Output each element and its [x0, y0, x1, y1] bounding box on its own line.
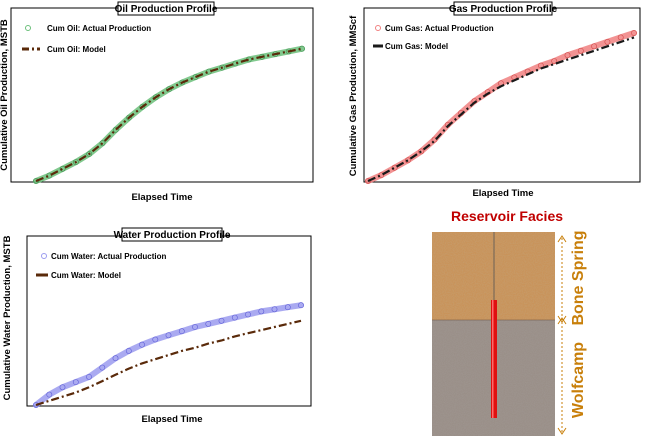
water-actual-point [178, 328, 185, 335]
gas-actual-point [418, 148, 425, 155]
water-actual-point [205, 320, 212, 327]
zone-bracket [557, 235, 567, 435]
water-actual-production-line [33, 302, 304, 408]
gas-model-line [367, 36, 635, 183]
oil-legend-label-actual: Cum Oil: Actual Production [47, 24, 151, 33]
gas-chart: Gas Production Profile Elapsed Time Cumu… [348, 1, 641, 199]
zone-bracket-arrow-mid-up [557, 317, 567, 325]
gas-legend-label-model: Cum Gas: Model [385, 42, 448, 51]
oil-chart-title: Oil Production Profile [115, 4, 218, 15]
zone-bracket-arrow-mid-down [557, 315, 567, 323]
oil-actual-point [139, 103, 146, 110]
water-actual-point [298, 302, 304, 309]
oil-legend: Cum Oil: Actual Production Cum Oil: Mode… [22, 24, 151, 54]
oil-title-box [117, 1, 215, 16]
gas-actual-point [631, 30, 637, 36]
water-title-box [121, 227, 223, 242]
oil-actual-point [99, 140, 106, 147]
water-legend: Cum Water: Actual Production Cum Water: … [36, 252, 167, 280]
water-actual-point [72, 379, 79, 385]
oil-actual-point [219, 64, 226, 71]
lateral-wellbore [491, 300, 497, 418]
gas-x-axis-label: Elapsed Time [472, 188, 533, 199]
gas-legend: Cum Gas: Actual Production Cum Gas: Mode… [373, 24, 494, 51]
water-actual-point [46, 391, 53, 398]
gas-actual-point [591, 43, 597, 50]
water-legend-label-model: Cum Water: Model [51, 271, 121, 280]
gas-y-axis-label: Cumulative Gas Production, MMScf [348, 15, 359, 176]
oil-actual-point [166, 86, 172, 93]
water-x-axis-label: Elapsed Time [141, 414, 202, 425]
reservoir-facies-diagram: Reservoir Facies Bone Spring Wolfcamp [432, 208, 587, 436]
water-legend-label-actual: Cum Water: Actual Production [51, 252, 167, 261]
water-actual-point [165, 332, 172, 339]
zone-bracket-arrow-top [557, 235, 567, 243]
water-actual-point [125, 347, 132, 354]
facies-title: Reservoir Facies [451, 208, 563, 224]
water-legend-marker-actual [41, 253, 47, 259]
water-actual-point [112, 355, 119, 362]
gas-legend-label-actual: Cum Gas: Actual Production [385, 24, 494, 33]
water-actual-point [218, 317, 225, 324]
gas-plot-frame [363, 7, 641, 183]
water-plot-frame [26, 235, 312, 407]
water-actual-point [192, 324, 198, 330]
water-chart-title: Water Production Profile [114, 230, 231, 241]
oil-actual-point [86, 151, 93, 157]
gas-actual-point [551, 58, 558, 64]
water-y-axis-label: Cumulative Water Production, MSTB [2, 235, 13, 400]
gas-actual-point [404, 157, 411, 164]
gas-actual-point [617, 34, 624, 41]
water-actual-point [59, 384, 66, 391]
water-actual-point [152, 336, 159, 343]
oil-actual-point [152, 94, 159, 101]
oil-legend-label-model: Cum Oil: Model [47, 45, 106, 54]
water-actual-point [245, 311, 251, 318]
oil-x-axis-label: Elapsed Time [131, 192, 192, 203]
zone-bracket-arrow-bottom [557, 427, 567, 435]
water-actual-point [231, 314, 238, 321]
water-chart: Water Production Profile Elapsed Time Cu… [2, 227, 312, 425]
oil-chart: Oil Production Profile Elapsed Time Cumu… [0, 1, 314, 203]
oil-series-group [33, 45, 305, 184]
oil-legend-marker-actual [25, 25, 31, 31]
gas-actual-point [604, 39, 611, 45]
lower-zone-label: Wolfcamp [570, 342, 587, 418]
oil-model-line [35, 47, 303, 183]
gas-actual-point [564, 52, 571, 59]
upper-zone-label: Bone Spring [570, 230, 587, 325]
lateral-wellbore-highlight [492, 300, 494, 418]
water-actual-point [284, 304, 291, 311]
water-actual-point [99, 364, 106, 371]
water-actual-point [271, 306, 278, 313]
oil-actual-point [59, 165, 66, 172]
gas-title-box [453, 1, 553, 16]
water-actual-point [258, 308, 265, 315]
oil-actual-point [112, 126, 119, 133]
water-actual-point [86, 373, 92, 380]
gas-actual-point [391, 164, 398, 171]
water-series-group [33, 302, 304, 408]
oil-actual-point [73, 159, 79, 165]
oil-actual-point [126, 114, 133, 121]
gas-series-group [365, 30, 637, 184]
gas-actual-point [577, 47, 584, 54]
oil-y-axis-label: Cumulative Oil Production, MSTB [0, 19, 10, 171]
gas-legend-marker-actual [375, 25, 381, 31]
gas-chart-title: Gas Production Profile [449, 4, 558, 15]
water-actual-point [139, 341, 145, 348]
